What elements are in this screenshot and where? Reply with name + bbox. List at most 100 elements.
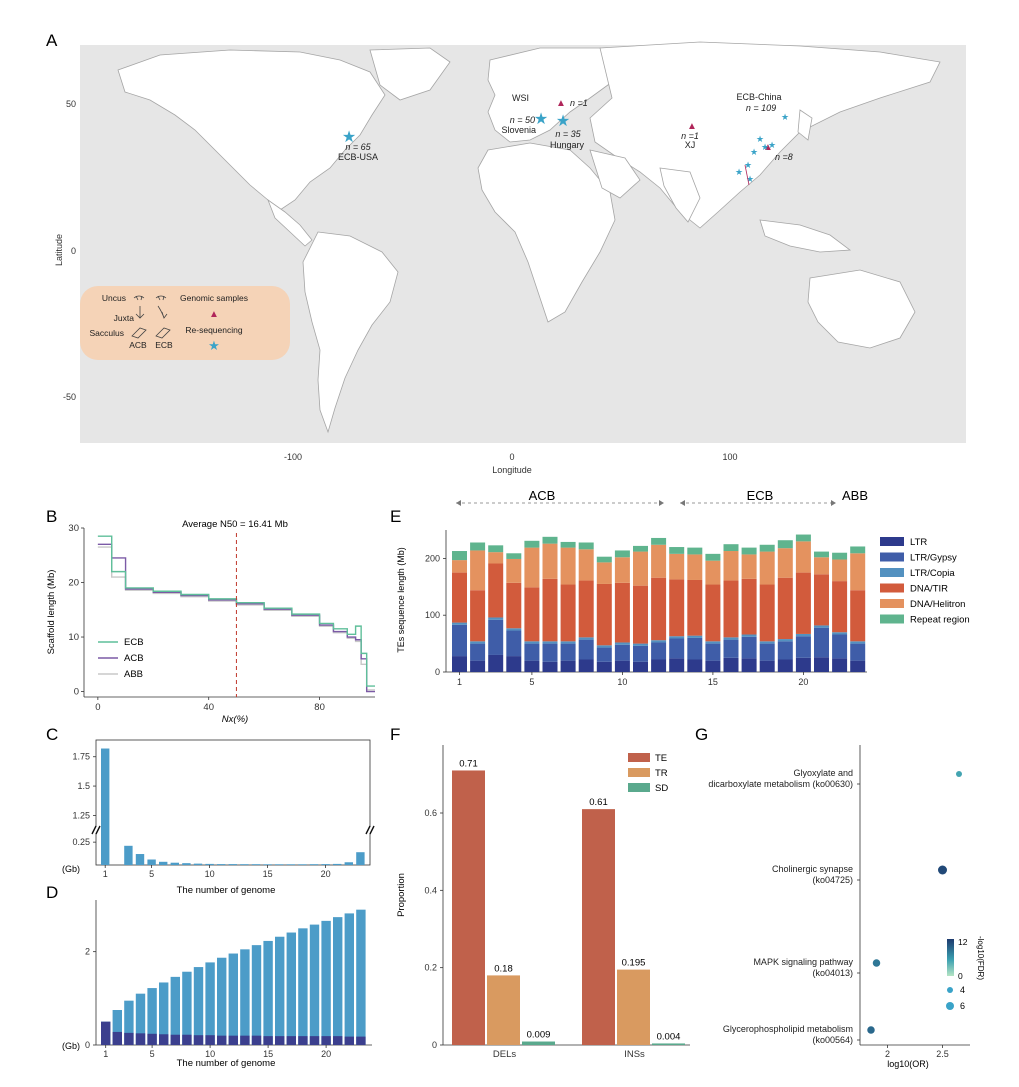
- panel-f-bar-tr: [487, 975, 520, 1045]
- panel-e-bar-segment: [542, 661, 558, 672]
- panel-g-point: [938, 865, 947, 875]
- sacculus-ecb-sketch: [155, 327, 171, 339]
- panel-e-bar-segment: [452, 624, 467, 657]
- panel-d-bar-core: [298, 1036, 308, 1045]
- triangle-china: ▲: [763, 142, 773, 153]
- panel-g-size-legend: 4 6: [946, 985, 965, 1011]
- star-usa: ★: [342, 129, 356, 146]
- legend-sacculus: Sacculus: [90, 328, 125, 338]
- panel-e-legend-swatch: [880, 614, 904, 624]
- panel-e-bar-segment: [506, 630, 522, 657]
- panel-e-bar-segment: [560, 541, 576, 548]
- panel-e-bar-segment: [651, 659, 667, 672]
- colorbar-tick-max: 12: [958, 937, 968, 947]
- panel-e-ytick-label: 100: [425, 610, 440, 620]
- panel-e-bar-segment: [723, 657, 739, 672]
- panel-f-legend-label: TE: [655, 753, 667, 764]
- panel-d-bar-total: [112, 1010, 122, 1045]
- panel-e-bar-segment: [506, 558, 522, 583]
- panel-b-annotation: Average N50 = 16.41 Mb: [182, 519, 288, 530]
- panel-e-bar-segment: [651, 544, 667, 578]
- panel-label-a: A: [46, 31, 58, 50]
- panel-g-xtick-label: 2: [885, 1049, 890, 1059]
- panel-b-xlabel: Nx(%): [222, 714, 248, 725]
- panel-c-bar: [263, 864, 272, 865]
- panel-label-g: G: [695, 725, 708, 744]
- panel-f-bar-value-label: 0.18: [494, 963, 513, 974]
- panel-e-bar-segment: [741, 554, 757, 579]
- panel-e-bar-segment: [850, 590, 866, 642]
- panel-b-series-line-abb: [97, 546, 375, 691]
- panel-e-bar-segment: [578, 549, 594, 581]
- panel-f-xtick-label: INSs: [624, 1049, 645, 1060]
- panel-e-bar-segment: [850, 643, 866, 661]
- colorbar-gradient: [947, 939, 954, 976]
- panel-e-bar-segment: [669, 658, 685, 672]
- panel-e-legend-swatch: [880, 537, 904, 546]
- panel-d-xlabel: The number of genome: [177, 1058, 276, 1069]
- panel-e-bar-segment: [832, 552, 848, 560]
- triangle-xj: ▲: [687, 121, 697, 132]
- panel-d-bar-total: [263, 940, 273, 1045]
- panel-f-ytick-label: 0.4: [424, 885, 437, 895]
- panel-c-axis-break: [91, 825, 375, 835]
- panel-e-bar-segment: [795, 636, 811, 658]
- panel-label-d: D: [46, 883, 58, 902]
- size-legend-dot-small: [947, 987, 953, 993]
- panel-e-bar-segment: [651, 640, 667, 643]
- panel-e-bar-segment: [795, 534, 811, 542]
- panel-e-bar-segment: [777, 639, 793, 642]
- panel-c-bar: [147, 859, 156, 865]
- panel-g-point: [872, 959, 881, 967]
- panel-e-legend-swatch: [880, 568, 904, 577]
- panel-e-bar-segment: [596, 583, 612, 646]
- legend-star-icon: ★: [208, 338, 220, 353]
- panel-d-bar-core: [309, 1036, 320, 1045]
- panel-c-bar: [124, 845, 133, 865]
- panel-d-bar-core: [170, 1034, 180, 1045]
- southeast-asia-islands: [759, 219, 852, 253]
- south-america: [302, 231, 399, 434]
- group-label-ecb: ECB: [747, 488, 774, 503]
- central-america: [267, 198, 313, 247]
- panel-e-group-arrows: ACB ECB ABB: [456, 488, 868, 506]
- panel-e-bar-segment: [578, 637, 594, 640]
- panel-b-legend-label-acb: ACB: [124, 653, 144, 664]
- panel-e-bar-segment: [614, 550, 630, 558]
- panel-e-bar-segment: [795, 633, 811, 637]
- panel-e-bar-segment: [814, 625, 829, 628]
- panel-g-xlabel: log10(OR): [887, 1059, 929, 1069]
- panel-e-bar-segment: [759, 660, 775, 672]
- legend-genomic: Genomic samples: [180, 293, 248, 303]
- size-legend-dot-large: [946, 1002, 954, 1010]
- greenland: [369, 47, 451, 101]
- continents: [117, 41, 941, 434]
- panel-e-bar-segment: [596, 647, 612, 662]
- panel-e-bar-segment: [596, 562, 612, 584]
- map-annotations: n = 65 ECB-USA n = 50 Slovenia n = 35 Hu…: [338, 92, 793, 162]
- panel-g-colorbar: 12 0 -log10(FDR): [947, 936, 985, 981]
- panel-e-bar-segment: [633, 545, 648, 552]
- panel-d-xtick-label: 20: [321, 1049, 331, 1059]
- australia: [807, 269, 916, 349]
- map-axes: -100 0 100 Longitude 50 0 -50 Latitude: [54, 99, 738, 475]
- panel-c-bar: [101, 748, 110, 865]
- panel-c-bar: [298, 864, 307, 865]
- panel-e-bar-segment: [795, 541, 811, 573]
- panel-e-bar-segment: [524, 547, 540, 588]
- japan: [797, 109, 813, 141]
- panel-c-bar: [205, 863, 214, 865]
- panel-d-bar-core: [333, 1036, 343, 1045]
- panel-e-bar-segment: [687, 659, 703, 672]
- panel-e-bar-segment: [452, 622, 467, 625]
- panel-e-bar-segment: [741, 658, 757, 672]
- map-ytick-2: -50: [63, 392, 76, 402]
- panel-f-bar-sd: [522, 1041, 555, 1045]
- panel-b-axes: [83, 528, 375, 698]
- panel-e-bar-segment: [850, 641, 866, 644]
- panel-c-ytick-label: 0.25: [72, 837, 90, 847]
- panel-e-bar-segment: [488, 617, 504, 620]
- panel-c-xtick-label: 20: [321, 869, 331, 879]
- panel-g-axes: [859, 745, 970, 1046]
